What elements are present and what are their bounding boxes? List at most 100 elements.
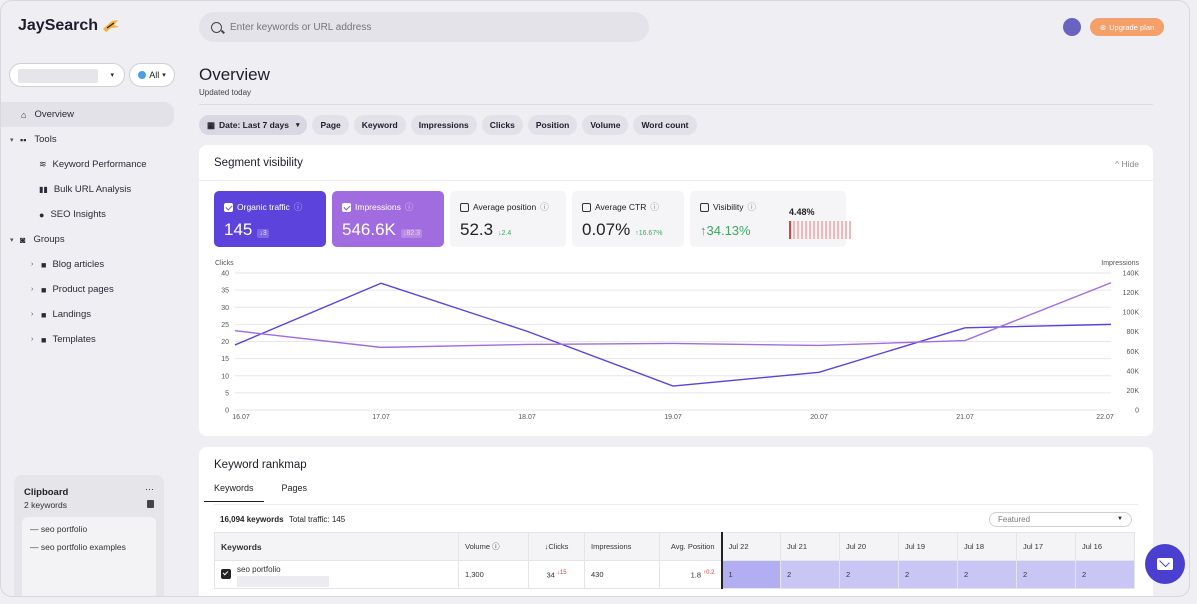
search-input[interactable] [230, 21, 610, 33]
keyword-text[interactable]: seo portfolio [237, 564, 281, 574]
volume-filter-chip[interactable]: Volume [582, 115, 629, 135]
sidebar: JaySearch ▾ All ▾ ⌂ Overview ▾ ▪▪ Tools [1, 1, 184, 596]
sidebar-item-label: Landings [52, 309, 91, 320]
rank-cell: 2 [1016, 560, 1076, 589]
keyword-cell: seo portfolio [214, 560, 459, 589]
x-tick-label: 18.07 [518, 414, 536, 421]
segment-visibility-card: Segment visibility ^ Hide Organic traffi… [199, 145, 1153, 436]
keyword-filter-chip[interactable]: Keyword [353, 115, 406, 135]
clipboard-panel: Clipboard ··· 2 keywords — seo portfolio… [14, 475, 164, 596]
impressions-filter-chip[interactable]: Impressions [410, 115, 477, 135]
column-header-date: Jul 18 [957, 532, 1017, 561]
checkbox[interactable] [582, 202, 591, 212]
folder-icon: ■ [41, 259, 47, 270]
sidebar-item-blog-articles[interactable]: › ■ Blog articles [1, 252, 184, 277]
sidebar-item-tools[interactable]: ▾ ▪▪ Tools [1, 127, 184, 152]
sidebar-item-overview[interactable]: ⌂ Overview [1, 102, 174, 127]
column-header-volume[interactable]: Volume ⓘ [458, 532, 529, 561]
tab-pages[interactable]: Pages [281, 483, 308, 493]
card-title: Keyword rankmap [214, 459, 307, 471]
y-tick-label: 30 [221, 305, 229, 312]
sidebar-item-groups[interactable]: ▾ ◙ Groups [1, 227, 184, 252]
sort-label: Featured [998, 515, 1031, 524]
y-tick-label: 10 [221, 373, 229, 380]
chevron-down-icon: ▾ [10, 136, 14, 144]
list-item[interactable]: — seo portfolio examples [30, 542, 126, 552]
date-filter-chip[interactable]: ▦ Date: Last 7 days ▾ [199, 115, 308, 135]
divider [199, 180, 1153, 181]
clicks-delta: ↓15 [556, 569, 567, 576]
sidebar-item-bulk-url-analysis[interactable]: ▮▮ Bulk URL Analysis [1, 177, 184, 202]
checkbox[interactable] [700, 202, 709, 212]
y-tick-label: 20 [221, 339, 229, 346]
chat-button[interactable] [1145, 544, 1185, 584]
logo[interactable]: JaySearch [18, 17, 120, 35]
checkbox[interactable] [460, 202, 469, 212]
metric-visibility[interactable]: Visibility ⓘ ↑34.13% 4.48% [690, 191, 851, 247]
position-filter-chip[interactable]: Position [527, 115, 578, 135]
rankmap-tabs: Keywords Pages [204, 483, 308, 502]
sidebar-item-label: Product pages [52, 284, 114, 295]
star-icon: ⊛ [1099, 22, 1107, 32]
metric-average-position[interactable]: Average position ⓘ 52.3 ↓2.4 [450, 191, 566, 247]
clicks-value: 34 [546, 570, 555, 580]
metric-organic-traffic[interactable]: Organic traffic ⓘ 145 ↓3 [214, 191, 326, 247]
metric-value: 145 [224, 220, 253, 239]
sidebar-item-templates[interactable]: › ■ Templates [1, 327, 184, 352]
y2-tick-label: 20K [1127, 388, 1140, 395]
more-icon[interactable]: ··· [145, 484, 154, 494]
table-row[interactable]: seo portfolio 1,300 34 ↓15 430 1.8 ↑0.2 … [214, 560, 1135, 589]
chevron-down-icon: ▾ [295, 122, 300, 129]
chip-label: Date: Last 7 days [219, 120, 289, 130]
column-header-date: Jul 17 [1016, 532, 1076, 561]
search-bar[interactable] [199, 12, 649, 42]
checkbox-checked[interactable] [342, 202, 351, 212]
checkbox-checked[interactable] [224, 202, 233, 212]
list-item[interactable]: — seo portfolio [30, 524, 88, 534]
y2-tick-label: 40K [1127, 368, 1140, 375]
column-header-avg-position[interactable]: Avg. Position [659, 532, 722, 561]
metric-impressions[interactable]: Impressions ⓘ 546.6K ↓82.3 [332, 191, 444, 247]
sidebar-item-label: SEO Insights [50, 209, 106, 220]
metric-label: Impressions [355, 202, 401, 212]
x-tick-label: 19.07 [664, 414, 682, 421]
column-header-clicks[interactable]: ↓Clicks [528, 532, 585, 561]
signal-icon: ≋ [39, 159, 47, 169]
x-tick-label: 22.07 [1096, 414, 1114, 421]
position-value: 1.8 [690, 570, 702, 580]
page-filter-chip[interactable]: Page [312, 115, 349, 135]
word-count-filter-chip[interactable]: Word count [633, 115, 697, 135]
upgrade-button[interactable]: ⊛ Upgrade plan [1090, 18, 1164, 36]
avatar[interactable] [1063, 18, 1081, 36]
clicks-filter-chip[interactable]: Clicks [481, 115, 523, 135]
metric-label: Organic traffic [237, 202, 290, 212]
column-header-keywords[interactable]: Keywords [214, 532, 459, 561]
keyword-count: 16,094 keywords Total traffic: 145 [220, 515, 345, 524]
folder-icon: ■ [41, 309, 47, 320]
calendar-icon: ▦ [207, 119, 216, 130]
info-icon: ● [39, 209, 45, 220]
y2-tick-label: 140K [1123, 271, 1140, 278]
sidebar-item-keyword-performance[interactable]: ≋ Keyword Performance [1, 152, 184, 177]
upgrade-label: Upgrade plan [1109, 22, 1155, 32]
groups-icon: ◙ [20, 234, 26, 245]
sidebar-item-label: Bulk URL Analysis [53, 184, 132, 195]
clicks-cell: 34 ↓15 [528, 560, 585, 589]
chevron-right-icon: › [31, 311, 34, 318]
column-header-impressions[interactable]: Impressions [584, 532, 660, 561]
mail-icon [1157, 558, 1173, 570]
y2-tick-label: 100K [1123, 310, 1140, 317]
project-select[interactable]: ▾ [9, 63, 125, 87]
tab-keywords[interactable]: Keywords [204, 483, 264, 502]
y2-tick-label: 80K [1127, 329, 1140, 336]
sort-select[interactable]: Featured ▼ [989, 512, 1132, 527]
metric-average-ctr[interactable]: Average CTR ⓘ 0.07% ↑16.67% [572, 191, 684, 247]
hide-toggle[interactable]: ^ Hide [1115, 159, 1139, 169]
column-header-date: Jul 22 [720, 532, 781, 561]
region-select[interactable]: All ▾ [129, 63, 175, 87]
sidebar-item-seo-insights[interactable]: ● SEO Insights [1, 202, 184, 227]
checkbox-checked[interactable] [221, 568, 231, 579]
sidebar-item-landings[interactable]: › ■ Landings [1, 302, 184, 327]
trash-icon[interactable] [147, 500, 154, 508]
sidebar-item-product-pages[interactable]: › ■ Product pages [1, 277, 184, 302]
